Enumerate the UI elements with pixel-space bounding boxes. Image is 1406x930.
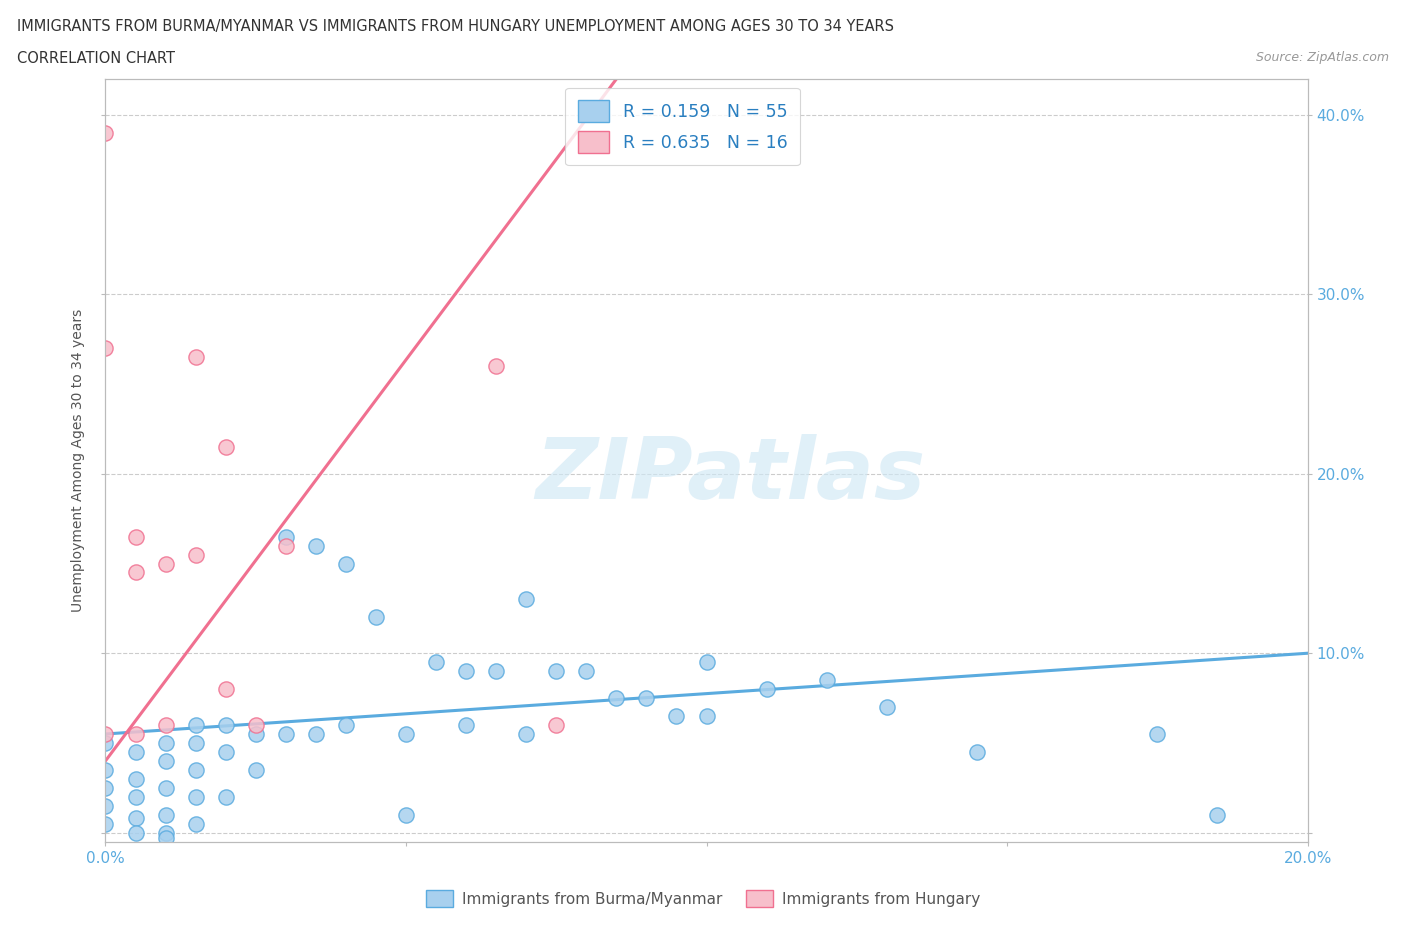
Point [94,780,117,795]
Point [876,699,898,714]
Point [124,811,146,826]
Point [395,726,418,741]
Point [124,726,146,741]
Text: CORRELATION CHART: CORRELATION CHART [17,51,174,66]
Point [155,807,177,822]
Point [155,736,177,751]
Point [245,726,267,741]
Point [214,745,236,760]
Point [214,790,236,804]
Point [546,718,568,733]
Text: IMMIGRANTS FROM BURMA/MYANMAR VS IMMIGRANTS FROM HUNGARY UNEMPLOYMENT AMONG AGES: IMMIGRANTS FROM BURMA/MYANMAR VS IMMIGRA… [17,19,894,33]
Point [755,682,778,697]
Text: Source: ZipAtlas.com: Source: ZipAtlas.com [1256,51,1389,64]
Point [155,556,177,571]
Point [124,529,146,544]
Point [214,718,236,733]
Point [575,664,598,679]
Point [335,556,357,571]
Point [546,664,568,679]
Point [966,745,988,760]
Point [155,780,177,795]
Point [696,709,718,724]
Point [184,790,207,804]
Point [155,753,177,768]
Legend: R = 0.159   N = 55, R = 0.635   N = 16: R = 0.159 N = 55, R = 0.635 N = 16 [565,87,800,166]
Point [184,817,207,831]
Point [665,709,688,724]
Point [94,763,117,777]
Point [124,745,146,760]
Point [214,682,236,697]
Point [515,592,537,607]
Point [124,825,146,840]
Point [184,350,207,365]
Legend: Immigrants from Burma/Myanmar, Immigrants from Hungary: Immigrants from Burma/Myanmar, Immigrant… [418,882,988,915]
Point [605,691,627,706]
Point [274,529,297,544]
Point [425,655,447,670]
Point [395,807,418,822]
Point [124,790,146,804]
Point [245,718,267,733]
Point [485,359,508,374]
Point [214,440,236,455]
Point [184,547,207,562]
Point [155,825,177,840]
Point [94,817,117,831]
Point [454,664,477,679]
Point [184,718,207,733]
Point [305,726,328,741]
Point [124,771,146,786]
Point [94,340,117,355]
Point [155,718,177,733]
Point [1146,726,1168,741]
Point [184,736,207,751]
Point [184,763,207,777]
Point [485,664,508,679]
Point [274,726,297,741]
Point [1206,807,1229,822]
Point [94,798,117,813]
Point [815,672,838,687]
Point [155,830,177,845]
Point [94,726,117,741]
Point [335,718,357,733]
Point [245,763,267,777]
Point [124,565,146,580]
Point [636,691,658,706]
Point [94,126,117,140]
Point [305,538,328,553]
Y-axis label: Unemployment Among Ages 30 to 34 years: Unemployment Among Ages 30 to 34 years [72,309,86,612]
Text: ZIPatlas: ZIPatlas [536,434,925,517]
Point [364,610,387,625]
Point [696,655,718,670]
Point [94,736,117,751]
Point [515,726,537,741]
Point [274,538,297,553]
Point [454,718,477,733]
